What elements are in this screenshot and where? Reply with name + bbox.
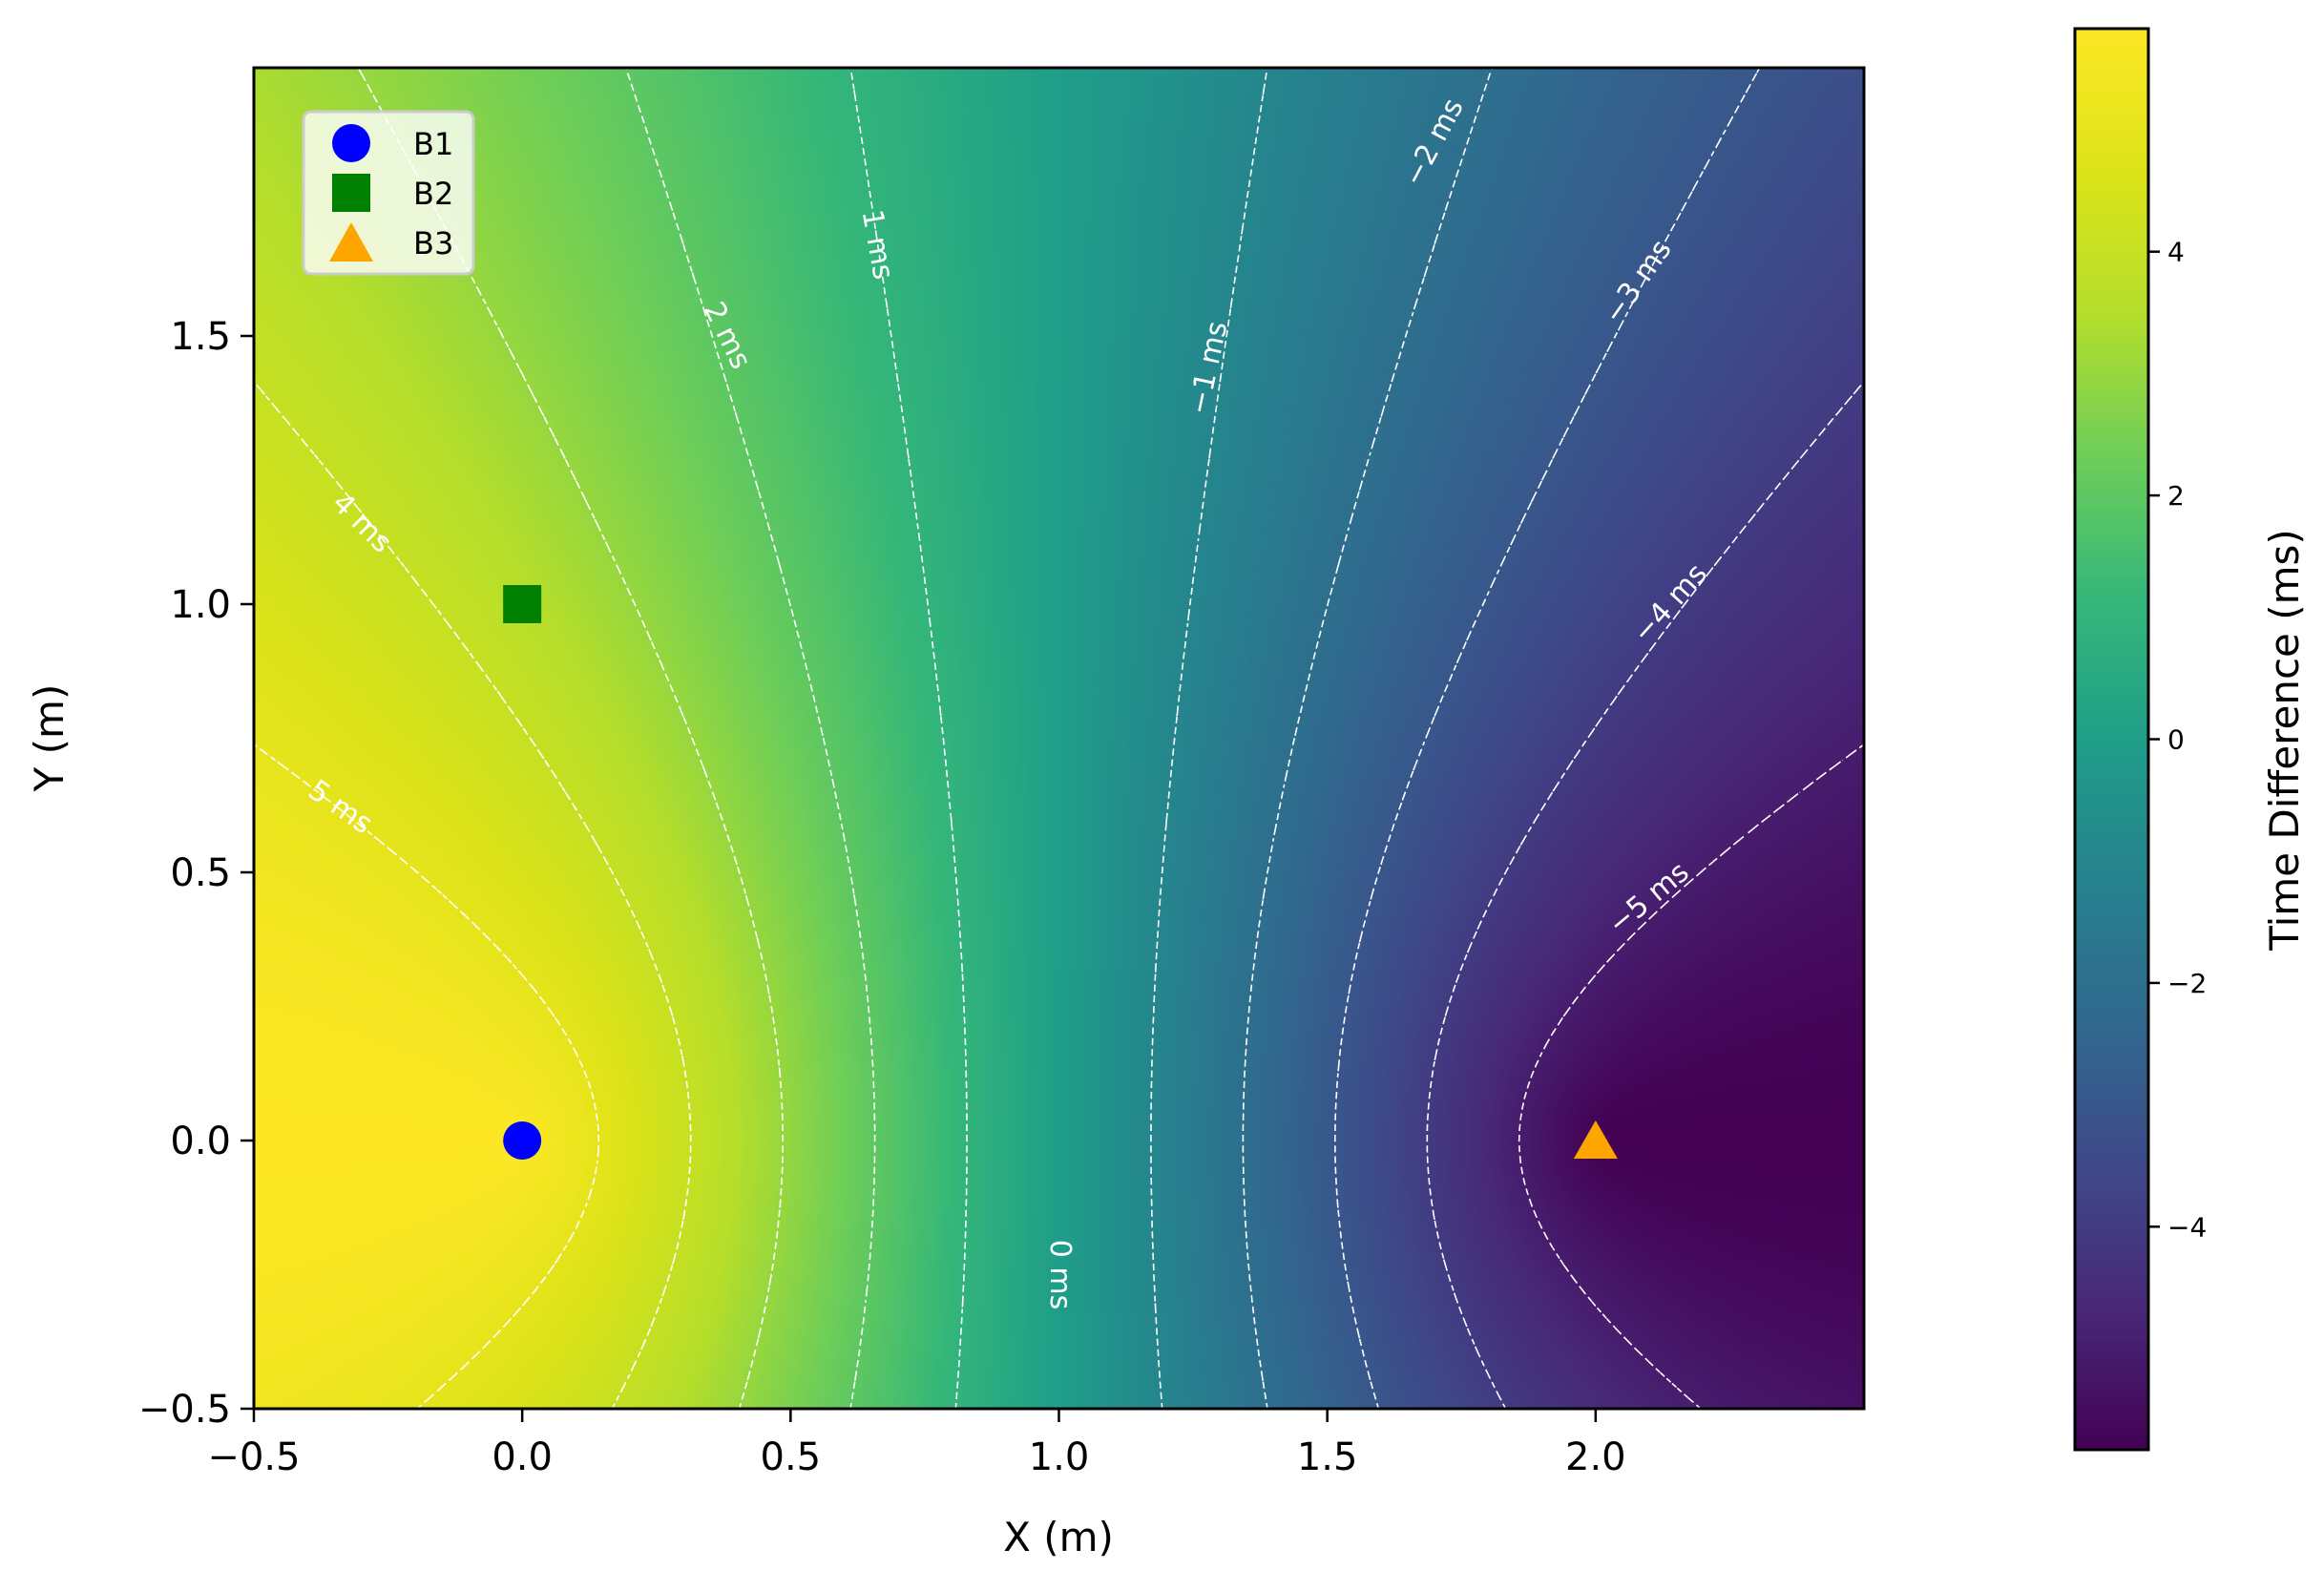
colorbar-tick-label: 0 — [2167, 724, 2185, 756]
colorbar-ticks: 4 2 0 −2 −4 — [2148, 237, 2207, 1243]
contour-line — [1242, 68, 1493, 1409]
colorbar-tick-label: 4 — [2167, 237, 2185, 268]
x-tick-label: 0.5 — [761, 1435, 822, 1479]
y-tick-label: 1.5 — [170, 315, 231, 359]
y-tick-label: −0.5 — [138, 1388, 231, 1432]
legend: B1 B2 B3 — [302, 110, 475, 276]
contour-line — [254, 743, 600, 1409]
x-axis-label: X (m) — [1003, 1514, 1114, 1560]
y-axis-ticks: −0.5 0.0 0.5 1.0 1.5 — [138, 315, 254, 1432]
contour-label: 0 ms — [1043, 1240, 1077, 1309]
contour-line — [625, 68, 876, 1409]
colorbar-tick-label: 2 — [2167, 480, 2185, 512]
legend-label-b2: B2 — [413, 176, 453, 212]
legend-label-b1: B1 — [413, 126, 453, 162]
colorbar-tick-label: −4 — [2167, 1211, 2207, 1243]
legend-marker-b3 — [329, 222, 373, 262]
contour-line — [1150, 68, 1268, 1409]
x-axis-ticks: −0.5 0.0 0.5 1.0 1.5 2.0 — [207, 1409, 1626, 1479]
contour-line — [1334, 68, 1761, 1409]
y-tick-label: 0.5 — [170, 851, 231, 895]
contour-line — [1426, 381, 1864, 1409]
marker-b1 — [503, 1121, 542, 1160]
colorbar-label: Time Difference (ms) — [2261, 529, 2308, 952]
x-tick-label: −0.5 — [207, 1435, 300, 1479]
legend-marker-b1 — [332, 124, 370, 162]
x-tick-label: 1.0 — [1029, 1435, 1090, 1479]
contour-line — [849, 68, 968, 1409]
legend-label-b3: B3 — [413, 225, 453, 262]
y-axis-label: Y (m) — [26, 684, 73, 793]
x-tick-label: 0.0 — [492, 1435, 553, 1479]
plot-area: −5 ms−4 ms−3 ms−2 ms−1 ms0 ms1 ms2 ms4 m… — [252, 66, 1866, 1411]
contour-lines — [254, 68, 1864, 1409]
colorbar: 4 2 0 −2 −4 Time Difference (ms) — [2073, 27, 2308, 1452]
legend-marker-b2 — [332, 174, 370, 212]
heatmap-image — [254, 68, 1864, 1409]
data-markers — [503, 585, 1618, 1160]
colorbar-gradient — [2073, 27, 2150, 1452]
contour-line — [254, 381, 692, 1409]
marker-b3 — [1573, 1120, 1618, 1159]
marker-b2 — [503, 585, 542, 623]
x-tick-label: 1.5 — [1297, 1435, 1358, 1479]
x-tick-label: 2.0 — [1565, 1435, 1626, 1479]
contour-line — [1518, 743, 1864, 1409]
y-tick-label: 0.0 — [170, 1120, 231, 1163]
colorbar-tick-label: −2 — [2167, 968, 2207, 999]
y-tick-label: 1.0 — [170, 583, 231, 627]
